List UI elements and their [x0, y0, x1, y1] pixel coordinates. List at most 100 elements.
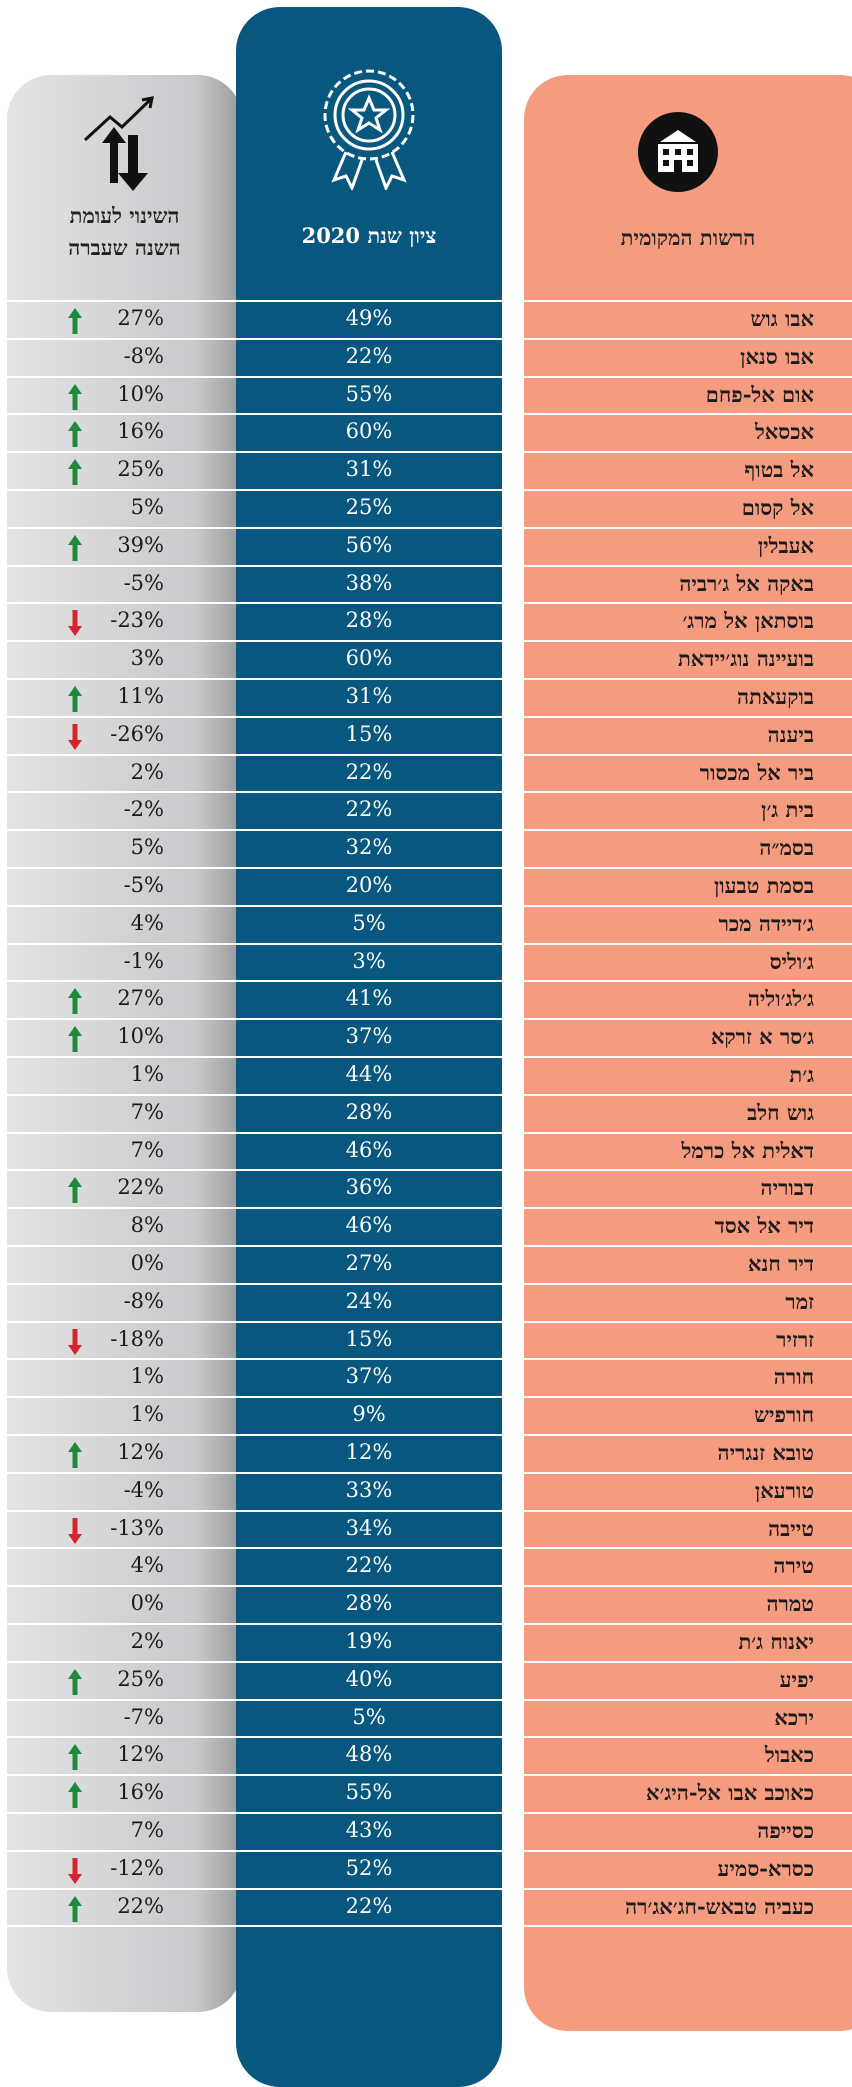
authority-name: זרזיר [776, 1326, 814, 1352]
score: 9% [352, 1402, 386, 1427]
authority-name: ג׳לג׳וליה [747, 986, 814, 1012]
authority-name: אום אל-פחם [705, 381, 814, 407]
row-separator [0, 1093, 852, 1096]
score: 55% [345, 381, 393, 406]
change-column [7, 75, 242, 2012]
row-separator [0, 1169, 852, 1172]
change: -18% [110, 1326, 164, 1351]
change: 16% [117, 419, 164, 444]
score: 31% [345, 684, 393, 708]
score: 37% [345, 1364, 393, 1389]
row-separator [0, 1887, 852, 1890]
trend-arrow [68, 1744, 82, 1771]
arrow-shape [68, 723, 82, 750]
row-separator [0, 942, 852, 945]
row: חורפיש 9% 1% [0, 1398, 852, 1435]
arrow-shape [68, 459, 82, 486]
row-separator [0, 1245, 852, 1247]
row: אעבלין 56% 39% [0, 529, 852, 566]
change: 16% [117, 1780, 164, 1805]
row-separator [0, 1131, 852, 1134]
row-separator [0, 904, 852, 907]
change: 39% [117, 532, 164, 557]
authority-name: זמר [785, 1288, 814, 1314]
score: 31% [345, 457, 393, 482]
authority-name: כעביה טבאש-חג׳אג׳רה [625, 1893, 814, 1919]
row: כסרא-סמיע 52% -12% [0, 1852, 852, 1889]
arrow-shape [68, 1895, 82, 1922]
trend-arrow [68, 1328, 82, 1355]
row: בועיינה נוג׳יידאת 60% 3% [0, 642, 852, 679]
change: 11% [117, 684, 164, 708]
score: 22% [345, 343, 393, 368]
score: 28% [345, 1591, 393, 1616]
row: ג׳וליס 3% -1% [0, 945, 852, 982]
row-separator [0, 1471, 852, 1474]
trend-arrow [68, 1026, 82, 1053]
authority-name: דיר אל אסד [714, 1213, 814, 1239]
score: 55% [345, 1780, 393, 1805]
row: דאלית אל כרמל 46% 7% [0, 1134, 852, 1171]
authority-name: דבוריה [760, 1175, 815, 1201]
authority-name: אכסאל [754, 419, 814, 445]
change: 1% [130, 1402, 164, 1427]
authority-name: יפיע [779, 1666, 814, 1692]
score: 36% [345, 1175, 393, 1200]
row-separator [0, 1925, 852, 1928]
row-separator [0, 602, 852, 605]
change: 4% [130, 1553, 164, 1578]
row-separator [0, 1660, 852, 1663]
row: בית ג׳ן 22% -2% [0, 793, 852, 830]
score: 37% [345, 1024, 393, 1049]
authority-name: ירכא [774, 1704, 814, 1730]
trend-arrow [68, 308, 82, 334]
arrow-shape [68, 988, 82, 1015]
row: כאוכב אבו אל-היג׳א 55% 16% [0, 1776, 852, 1813]
change: 8% [130, 1213, 164, 1238]
row: כסייפה 43% 7% [0, 1814, 852, 1851]
arrow-shape [68, 421, 82, 448]
row-separator [0, 1585, 852, 1588]
arrow-shape [68, 1177, 82, 1204]
arrow-shape [68, 383, 82, 410]
row-separator [0, 678, 852, 680]
authority-name: כאבול [764, 1742, 814, 1768]
trend-arrow [68, 534, 82, 561]
authority-name: חורפיש [754, 1402, 814, 1428]
change: -5% [123, 570, 164, 595]
score: 32% [345, 835, 393, 860]
authority-name: חורה [773, 1364, 814, 1390]
authority-name: דאלית אל כרמל [681, 1137, 814, 1163]
authority-name: טירה [773, 1553, 814, 1579]
change: -26% [110, 721, 164, 746]
authority-name: בוקעאתה [737, 684, 814, 709]
change: -8% [123, 343, 164, 368]
row: ג׳ת 44% 1% [0, 1058, 852, 1095]
row: בוקעאתה 31% 11% [0, 680, 852, 717]
row-separator [0, 1849, 852, 1852]
change: -8% [123, 1288, 164, 1313]
score: 15% [345, 721, 393, 746]
score: 60% [345, 419, 393, 444]
authority-name: באקה אל ג׳רביה [679, 570, 814, 596]
change: 2% [130, 759, 164, 784]
row: בסמ״ה 32% 5% [0, 831, 852, 868]
score: 5% [352, 910, 386, 935]
authority-name: כסייפה [757, 1818, 814, 1843]
row: אל קסום 25% 5% [0, 491, 852, 528]
score: 38% [345, 570, 393, 595]
score-header: ציון שנת 2020 [301, 223, 437, 248]
score: 3% [352, 948, 386, 973]
row-separator [0, 715, 852, 718]
change: 10% [117, 381, 164, 406]
score: 5% [352, 1704, 386, 1729]
row: ביענה 15% -26% [0, 718, 852, 755]
authority-name: ג׳וליס [769, 948, 814, 974]
change: -23% [110, 608, 164, 633]
change: 25% [117, 457, 164, 482]
authority-name: בית ג׳ן [761, 797, 814, 823]
authority-name: אל קסום [741, 495, 814, 520]
authority-name: בועיינה נוג׳יידאת [678, 646, 814, 672]
